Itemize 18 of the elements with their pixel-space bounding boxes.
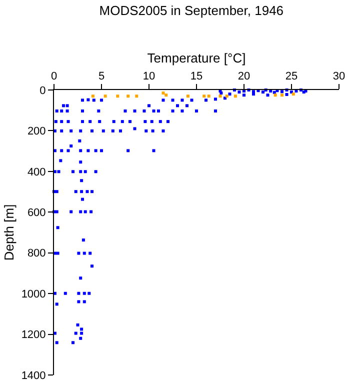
x-tick-label: 20 [238, 70, 250, 83]
y-tick-label: 600 [27, 206, 46, 219]
x-tick-label: 5 [98, 70, 105, 83]
x-tick-label: 30 [332, 70, 346, 83]
x-tick-label: 10 [142, 70, 156, 83]
chart-title: MODS2005 in September, 1946 [99, 2, 284, 18]
y-tick-label: 1400 [21, 370, 46, 382]
y-tick-label: 200 [27, 126, 46, 138]
x-axis-title: Temperature [°C] [147, 50, 246, 66]
y-tick-label: 1000 [21, 288, 46, 300]
y-tick-label: 1200 [21, 329, 46, 342]
y-axis-title: Depth [m] [1, 204, 16, 261]
y-tick-label: 800 [27, 248, 46, 260]
x-tick-label: 0 [50, 70, 58, 83]
y-tick-label: 0 [40, 84, 46, 97]
y-tick-label: 400 [27, 166, 46, 178]
x-tick-label: 15 [190, 70, 203, 83]
x-tick-label: 25 [285, 70, 298, 83]
